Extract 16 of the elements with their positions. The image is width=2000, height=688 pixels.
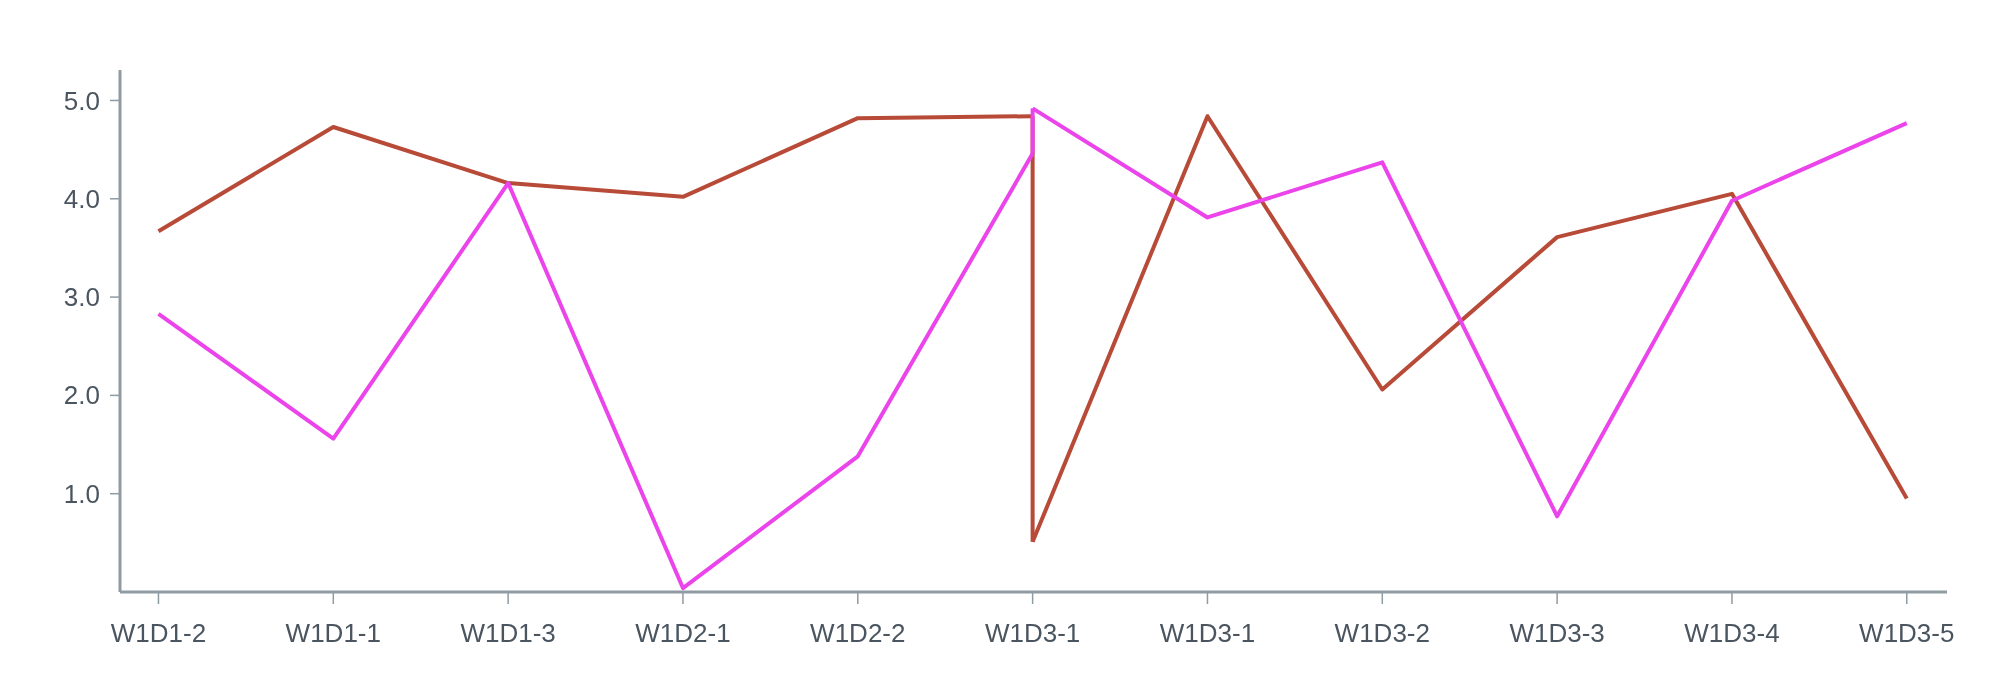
x-tick-label: W1D2-1 <box>635 618 731 648</box>
y-tick-label: 1.0 <box>63 478 100 509</box>
y-tick-label: 5.0 <box>63 85 100 116</box>
y-tick-label: 2.0 <box>63 380 100 411</box>
x-tick-label: W1D3-5 <box>1859 618 1955 648</box>
y-tick-label: 3.0 <box>63 282 100 313</box>
x-tick-label: W1D3-2 <box>1334 618 1430 648</box>
x-tick-label: W1D3-1 <box>984 618 1081 648</box>
x-tick-label: W1D1-3 <box>460 618 556 648</box>
x-tick-label: W1D1-2 <box>110 618 207 648</box>
x-tick-label: W1D2-2 <box>810 618 906 648</box>
x-tick-label: W1D1-1 <box>285 618 381 648</box>
y-tick-label: 4.0 <box>63 183 100 214</box>
x-tick-label: W1D3-4 <box>1684 618 1780 648</box>
x-tick-label: W1D3-3 <box>1509 618 1605 648</box>
x-tick-label: W1D3-1 <box>1159 618 1256 648</box>
